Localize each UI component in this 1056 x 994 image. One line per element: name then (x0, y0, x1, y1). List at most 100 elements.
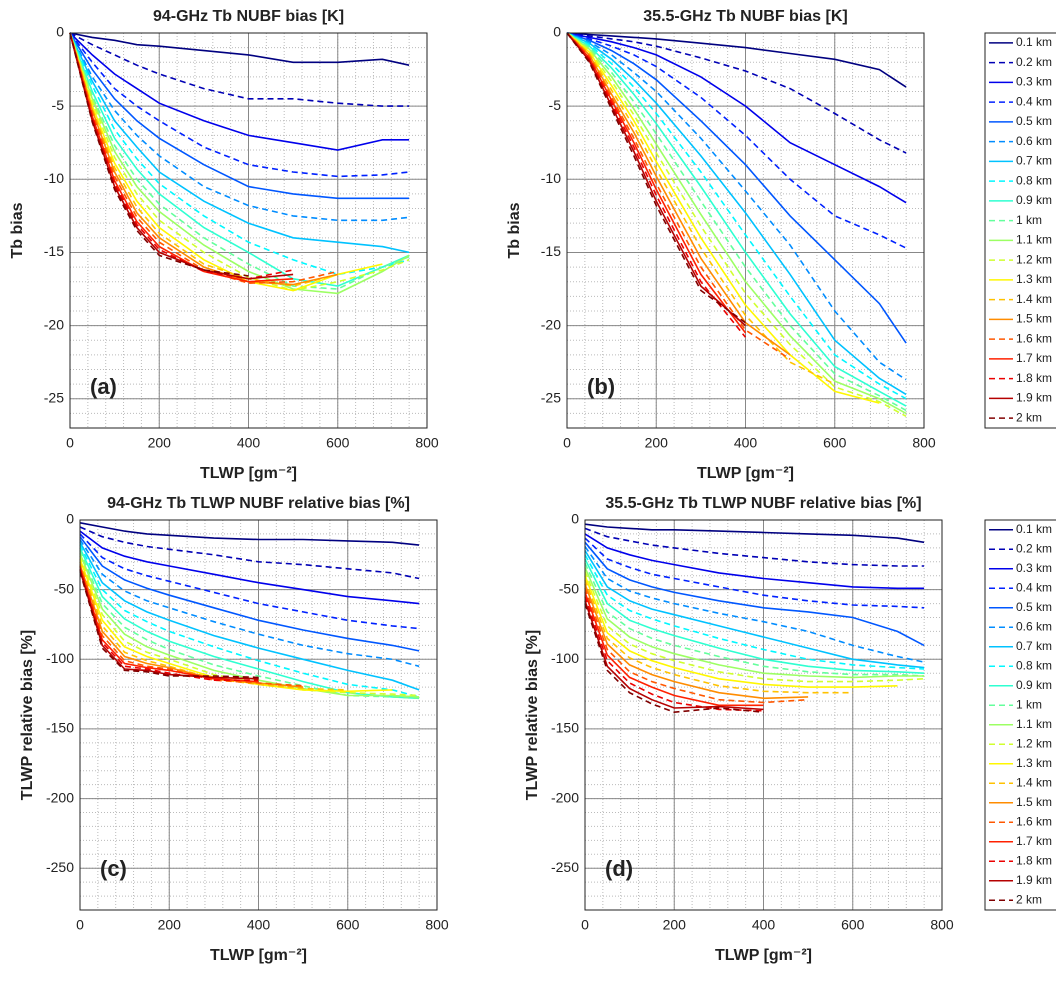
y-tick-label: 0 (571, 511, 579, 527)
series-line (69, 32, 410, 290)
series-line (79, 571, 259, 679)
x-tick-label: 200 (663, 917, 687, 933)
y-tick-label: 0 (553, 24, 561, 40)
chart-title: 94-GHz Tb TLWP NUBF relative bias [%] (107, 495, 410, 512)
legend-label: 1.2 km (1016, 252, 1052, 266)
x-tick-label: 800 (912, 435, 936, 451)
legend-label: 0.2 km (1016, 541, 1052, 555)
series-line (566, 32, 836, 385)
series-line (584, 603, 764, 714)
panel: 0 200 400 600 800 -250 -200 -150 -100 -50 0 94-GHz … (19, 495, 449, 964)
x-tick-label: 800 (415, 435, 439, 451)
legend-label: 0.4 km (1016, 580, 1052, 594)
x-axis-label: TLWP [gm⁻²] (697, 465, 794, 482)
series-line (566, 32, 907, 418)
legend-label: 1.3 km (1016, 272, 1052, 286)
series-line (79, 569, 259, 680)
series-line (69, 32, 383, 292)
x-tick-label: 800 (425, 917, 449, 933)
legend-label: 1.6 km (1016, 814, 1052, 828)
legend-label: 0.9 km (1016, 678, 1052, 692)
axes-frame (79, 519, 438, 911)
y-axis-label: TLWP relative bias [%] (524, 630, 541, 800)
y-tick-label: -20 (541, 316, 561, 332)
series-line (69, 32, 294, 283)
y-tick-label: -25 (541, 389, 561, 405)
series-line (69, 32, 410, 295)
series-line (69, 32, 338, 285)
panel-label: (b) (587, 374, 615, 399)
series-line (566, 32, 907, 204)
legend-label: 0.2 km (1016, 55, 1052, 69)
y-tick-label: -15 (44, 243, 64, 259)
x-tick-label: 200 (148, 435, 172, 451)
x-tick-label: 600 (823, 435, 847, 451)
y-tick-label: -10 (541, 170, 561, 186)
series-line (79, 522, 420, 546)
series-line (584, 575, 898, 688)
legend-label: 1.5 km (1016, 795, 1052, 809)
series-line (79, 533, 420, 630)
legend-label: 0.9 km (1016, 193, 1052, 207)
series-line (69, 32, 410, 287)
y-tick-label: -5 (549, 97, 562, 113)
panel: 0 200 400 600 800 -25 -20 -15 -10 -5 0 35.5-GHz Tb … (506, 8, 1056, 482)
series-line (69, 32, 410, 254)
y-tick-label: 0 (66, 511, 74, 527)
legend-label: 0.7 km (1016, 639, 1052, 653)
chart-title: 94-GHz Tb NUBF bias [K] (153, 8, 344, 25)
x-tick-label: 400 (734, 435, 758, 451)
legend-label: 0.4 km (1016, 94, 1052, 108)
series-line (584, 533, 925, 590)
series-line (566, 32, 907, 396)
legend-label: 0.6 km (1016, 619, 1052, 633)
legend-label: 0.1 km (1016, 522, 1052, 536)
series-line (79, 539, 420, 668)
legend-label: 1.5 km (1016, 312, 1052, 326)
series-line (69, 32, 410, 200)
series-line (69, 32, 410, 66)
series-line (584, 571, 925, 683)
series-line (584, 562, 925, 677)
series-line (69, 32, 338, 286)
y-tick-label: -20 (44, 316, 64, 332)
series-line (584, 527, 925, 567)
series-line (79, 558, 393, 693)
y-tick-label: -15 (541, 243, 561, 259)
panel-label: (d) (605, 856, 633, 881)
legend-box (984, 519, 1056, 911)
y-tick-label: -150 (46, 720, 74, 736)
legend-label: 1 km (1016, 697, 1042, 711)
series-line (69, 32, 410, 222)
legend-label: 1.1 km (1016, 233, 1052, 247)
axes-frame (584, 519, 943, 911)
panel-label: (a) (90, 374, 117, 399)
y-axis-label: Tb bias (9, 202, 26, 258)
legend-label: 0.7 km (1016, 154, 1052, 168)
series-line (584, 523, 925, 544)
y-tick-label: -250 (551, 859, 579, 875)
legend-label: 1.7 km (1016, 351, 1052, 365)
x-tick-label: 0 (581, 917, 589, 933)
y-tick-label: -10 (44, 170, 64, 186)
series-line (79, 565, 304, 687)
legend-label: 0.3 km (1016, 561, 1052, 575)
legend-label: 0.1 km (1016, 35, 1052, 49)
x-tick-label: 600 (326, 435, 350, 451)
y-tick-label: -200 (46, 789, 74, 805)
y-tick-label: -250 (46, 859, 74, 875)
series-line (584, 537, 925, 609)
y-tick-label: -100 (551, 650, 579, 666)
series-line (79, 536, 420, 652)
x-axis-label: TLWP [gm⁻²] (210, 947, 307, 964)
series-line (566, 32, 907, 407)
series-line (584, 541, 925, 647)
x-tick-label: 200 (158, 917, 182, 933)
legend-label: 0.5 km (1016, 114, 1052, 128)
legend-label: 0.3 km (1016, 75, 1052, 89)
series-line (566, 32, 907, 415)
series-line (69, 32, 410, 178)
series-line (584, 588, 809, 704)
series-line (69, 32, 249, 277)
